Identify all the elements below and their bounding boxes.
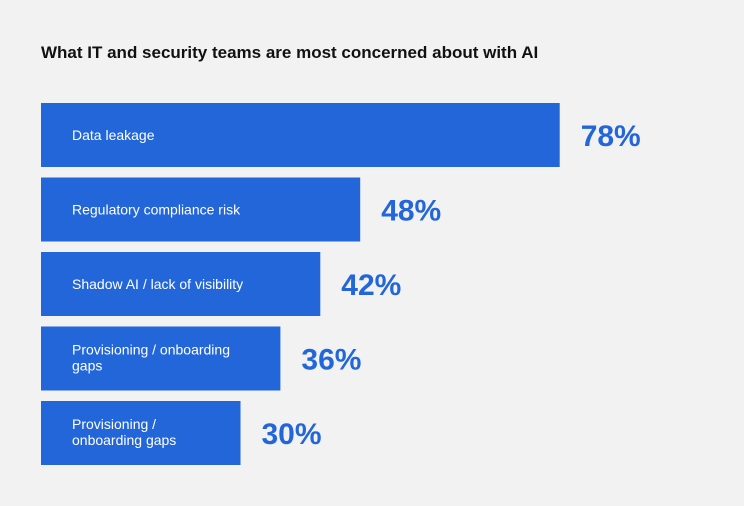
bar-category-label: Provisioning / onboarding gaps: [72, 416, 176, 448]
bar: [41, 103, 560, 167]
bar: [41, 177, 361, 242]
bar: [41, 401, 241, 465]
bar-category-label: Regulatory compliance risk: [72, 202, 241, 218]
bar-category-label: Data leakage: [72, 127, 155, 143]
bar-value-label: 30%: [262, 418, 322, 451]
bar: [41, 326, 281, 391]
bar-category-label: Provisioning / onboarding gaps: [72, 342, 230, 374]
bar-value-label: 48%: [381, 195, 441, 228]
chart-title: What IT and security teams are most conc…: [41, 43, 538, 62]
bar-value-label: 42%: [341, 269, 401, 302]
bar-value-label: 78%: [581, 120, 641, 153]
bar: [41, 252, 321, 316]
bars-group: Data leakage 78% Regulatory compliance ris…: [41, 103, 641, 465]
bar-category-label: Shadow AI / lack of visibility: [72, 276, 243, 292]
bar-value-label: 36%: [301, 344, 361, 377]
